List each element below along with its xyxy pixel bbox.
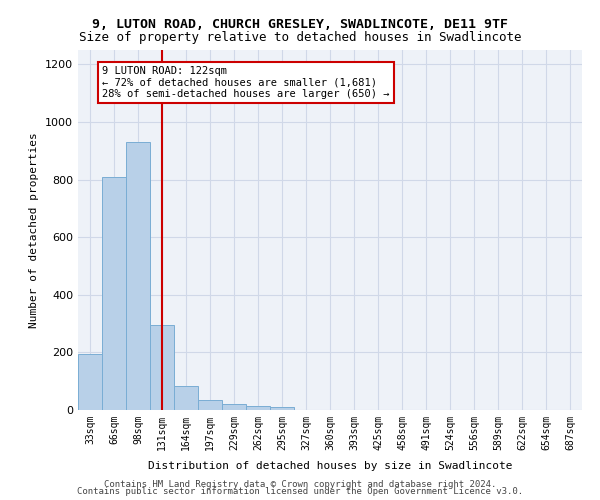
- Bar: [102, 176, 126, 410]
- Bar: [222, 404, 246, 410]
- Bar: [150, 325, 174, 410]
- Text: 9 LUTON ROAD: 122sqm
← 72% of detached houses are smaller (1,681)
28% of semi-de: 9 LUTON ROAD: 122sqm ← 72% of detached h…: [102, 66, 389, 99]
- Bar: [78, 354, 102, 410]
- Bar: [126, 142, 150, 410]
- Text: Contains HM Land Registry data © Crown copyright and database right 2024.: Contains HM Land Registry data © Crown c…: [104, 480, 496, 489]
- Text: 9, LUTON ROAD, CHURCH GRESLEY, SWADLINCOTE, DE11 9TF: 9, LUTON ROAD, CHURCH GRESLEY, SWADLINCO…: [92, 18, 508, 30]
- Bar: [270, 407, 294, 410]
- X-axis label: Distribution of detached houses by size in Swadlincote: Distribution of detached houses by size …: [148, 461, 512, 471]
- Bar: [246, 406, 270, 410]
- Text: Contains public sector information licensed under the Open Government Licence v3: Contains public sector information licen…: [77, 487, 523, 496]
- Bar: [174, 386, 198, 410]
- Text: Size of property relative to detached houses in Swadlincote: Size of property relative to detached ho…: [79, 31, 521, 44]
- Y-axis label: Number of detached properties: Number of detached properties: [29, 132, 40, 328]
- Bar: [198, 400, 222, 410]
